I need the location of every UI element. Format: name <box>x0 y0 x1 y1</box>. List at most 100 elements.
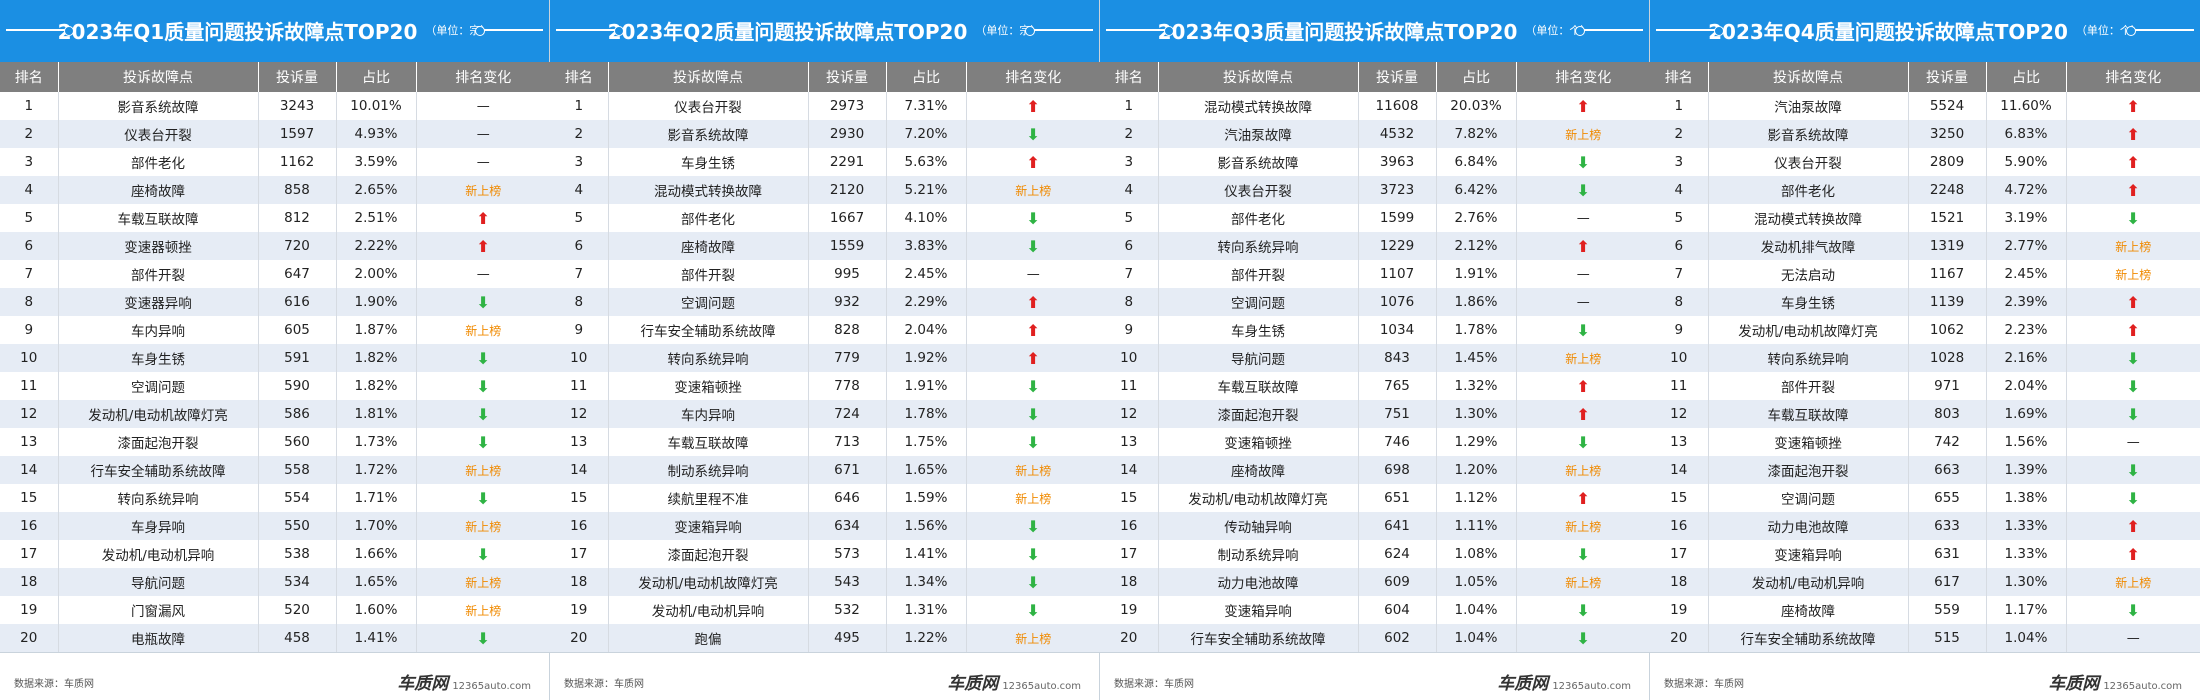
share-cell: 2.22% <box>336 232 417 260</box>
count-cell: 1599 <box>1358 204 1437 232</box>
count-cell: 2930 <box>808 120 887 148</box>
rank-cell: 15 <box>1100 484 1159 512</box>
arrow-down-icon: ⬇ <box>1576 432 1590 452</box>
count-cell: 1162 <box>258 148 337 176</box>
count-cell: 858 <box>258 176 337 204</box>
header-decoration-right <box>1025 26 1093 36</box>
count-cell: 2291 <box>808 148 887 176</box>
arrow-up-icon: ⬆ <box>2126 124 2140 144</box>
table-row: 12 车载互联故障 803 1.69% ⬇ <box>1650 400 2200 428</box>
rank-cell: 19 <box>550 596 609 624</box>
table-row: 10 转向系统异响 779 1.92% ⬆ <box>550 344 1100 372</box>
arrow-up-icon: ⬆ <box>476 236 490 256</box>
rank-cell: 14 <box>0 456 59 484</box>
change-cell: — <box>966 260 1100 288</box>
rank-cell: 9 <box>0 316 59 344</box>
rank-cell: 17 <box>550 540 609 568</box>
no-change-dash: — <box>476 155 490 170</box>
count-cell: 609 <box>1358 568 1437 596</box>
rank-cell: 20 <box>1100 624 1159 652</box>
arrow-down-icon: ⬇ <box>476 432 490 452</box>
issue-cell: 部件开裂 <box>608 260 809 288</box>
share-cell: 1.69% <box>1986 400 2067 428</box>
issue-cell: 混动模式转换故障 <box>608 176 809 204</box>
table-row: 8 变速器异响 616 1.90% ⬇ <box>0 288 550 316</box>
rank-cell: 2 <box>550 120 609 148</box>
rank-cell: 12 <box>1100 400 1159 428</box>
rank-cell: 7 <box>0 260 59 288</box>
count-cell: 1229 <box>1358 232 1437 260</box>
change-cell: — <box>1516 204 1650 232</box>
table-row: 12 发动机/电动机故障灯亮 586 1.81% ⬇ <box>0 400 550 428</box>
share-cell: 2.12% <box>1436 232 1517 260</box>
issue-cell: 发动机/电动机故障灯亮 <box>1708 316 1909 344</box>
count-cell: 803 <box>1908 400 1987 428</box>
share-cell: 1.04% <box>1986 624 2067 652</box>
header-divider <box>1650 60 2200 62</box>
issue-cell: 车内异响 <box>58 316 259 344</box>
table-row: 20 电瓶故障 458 1.41% ⬇ <box>0 624 550 652</box>
share-cell: 1.66% <box>336 540 417 568</box>
issue-cell: 变速箱异响 <box>1708 540 1909 568</box>
share-cell: 1.12% <box>1436 484 1517 512</box>
arrow-up-icon: ⬆ <box>1576 236 1590 256</box>
table-row: 13 变速箱顿挫 746 1.29% ⬇ <box>1100 428 1650 456</box>
arrow-down-icon: ⬇ <box>1576 180 1590 200</box>
table-row: 9 行车安全辅助系统故障 828 2.04% ⬆ <box>550 316 1100 344</box>
issue-cell: 混动模式转换故障 <box>1708 204 1909 232</box>
count-cell: 1559 <box>808 232 887 260</box>
change-cell: 新上榜 <box>966 456 1100 484</box>
arrow-down-icon: ⬇ <box>476 376 490 396</box>
count-cell: 1139 <box>1908 288 1987 316</box>
new-entry-badge: 新上榜 <box>1015 491 1052 506</box>
table-row: 4 座椅故障 858 2.65% 新上榜 <box>0 176 550 204</box>
issue-cell: 变速箱顿挫 <box>1158 428 1359 456</box>
arrow-up-icon: ⬆ <box>1026 348 1040 368</box>
change-cell: ⬆ <box>966 288 1100 316</box>
count-cell: 651 <box>1358 484 1437 512</box>
share-cell: 2.45% <box>886 260 967 288</box>
issue-cell: 变速器异响 <box>58 288 259 316</box>
panel-header: 2023年Q4质量问题投诉故障点TOP20 （单位：个） <box>1650 0 2200 60</box>
table-row: 14 制动系统异响 671 1.65% 新上榜 <box>550 456 1100 484</box>
count-cell: 1062 <box>1908 316 1987 344</box>
share-cell: 1.78% <box>1436 316 1517 344</box>
count-cell: 1028 <box>1908 344 1987 372</box>
count-cell: 602 <box>1358 624 1437 652</box>
panel-footer: 数据来源：车质网 车质网 12365auto.com <box>1100 652 1649 700</box>
new-entry-badge: 新上榜 <box>465 183 502 198</box>
count-cell: 560 <box>258 428 337 456</box>
new-entry-badge: 新上榜 <box>1565 575 1602 590</box>
arrow-down-icon: ⬇ <box>1576 152 1590 172</box>
rank-cell: 17 <box>1650 540 1709 568</box>
share-cell: 1.31% <box>886 596 967 624</box>
rank-cell: 2 <box>0 120 59 148</box>
change-cell: ⬇ <box>1516 540 1650 568</box>
issue-cell: 变速箱异响 <box>608 512 809 540</box>
count-cell: 765 <box>1358 372 1437 400</box>
col-header-change: 排名变化 <box>416 62 550 92</box>
arrow-down-icon: ⬇ <box>2126 376 2140 396</box>
change-cell: ⬆ <box>1516 372 1650 400</box>
issue-cell: 发动机/电动机异响 <box>608 596 809 624</box>
arrow-down-icon: ⬇ <box>2126 348 2140 368</box>
panel-footer: 数据来源：车质网 车质网 12365auto.com <box>550 652 1099 700</box>
issue-cell: 车载互联故障 <box>608 428 809 456</box>
issue-cell: 部件老化 <box>1158 204 1359 232</box>
count-cell: 559 <box>1908 596 1987 624</box>
arrow-down-icon: ⬇ <box>476 348 490 368</box>
table-row: 16 动力电池故障 633 1.33% ⬆ <box>1650 512 2200 540</box>
change-cell: 新上榜 <box>416 176 550 204</box>
table-row: 4 混动模式转换故障 2120 5.21% 新上榜 <box>550 176 1100 204</box>
share-cell: 1.08% <box>1436 540 1517 568</box>
rank-cell: 12 <box>550 400 609 428</box>
count-cell: 624 <box>1358 540 1437 568</box>
logo-text: 车质网 <box>2048 674 2100 694</box>
table-row: 15 发动机/电动机故障灯亮 651 1.12% ⬆ <box>1100 484 1650 512</box>
change-cell: ⬆ <box>2066 176 2200 204</box>
share-cell: 1.04% <box>1436 624 1517 652</box>
count-cell: 515 <box>1908 624 1987 652</box>
data-source-note: 数据来源：车质网 <box>14 679 94 690</box>
arrow-up-icon: ⬆ <box>2126 320 2140 340</box>
no-change-dash: — <box>1576 211 1590 226</box>
